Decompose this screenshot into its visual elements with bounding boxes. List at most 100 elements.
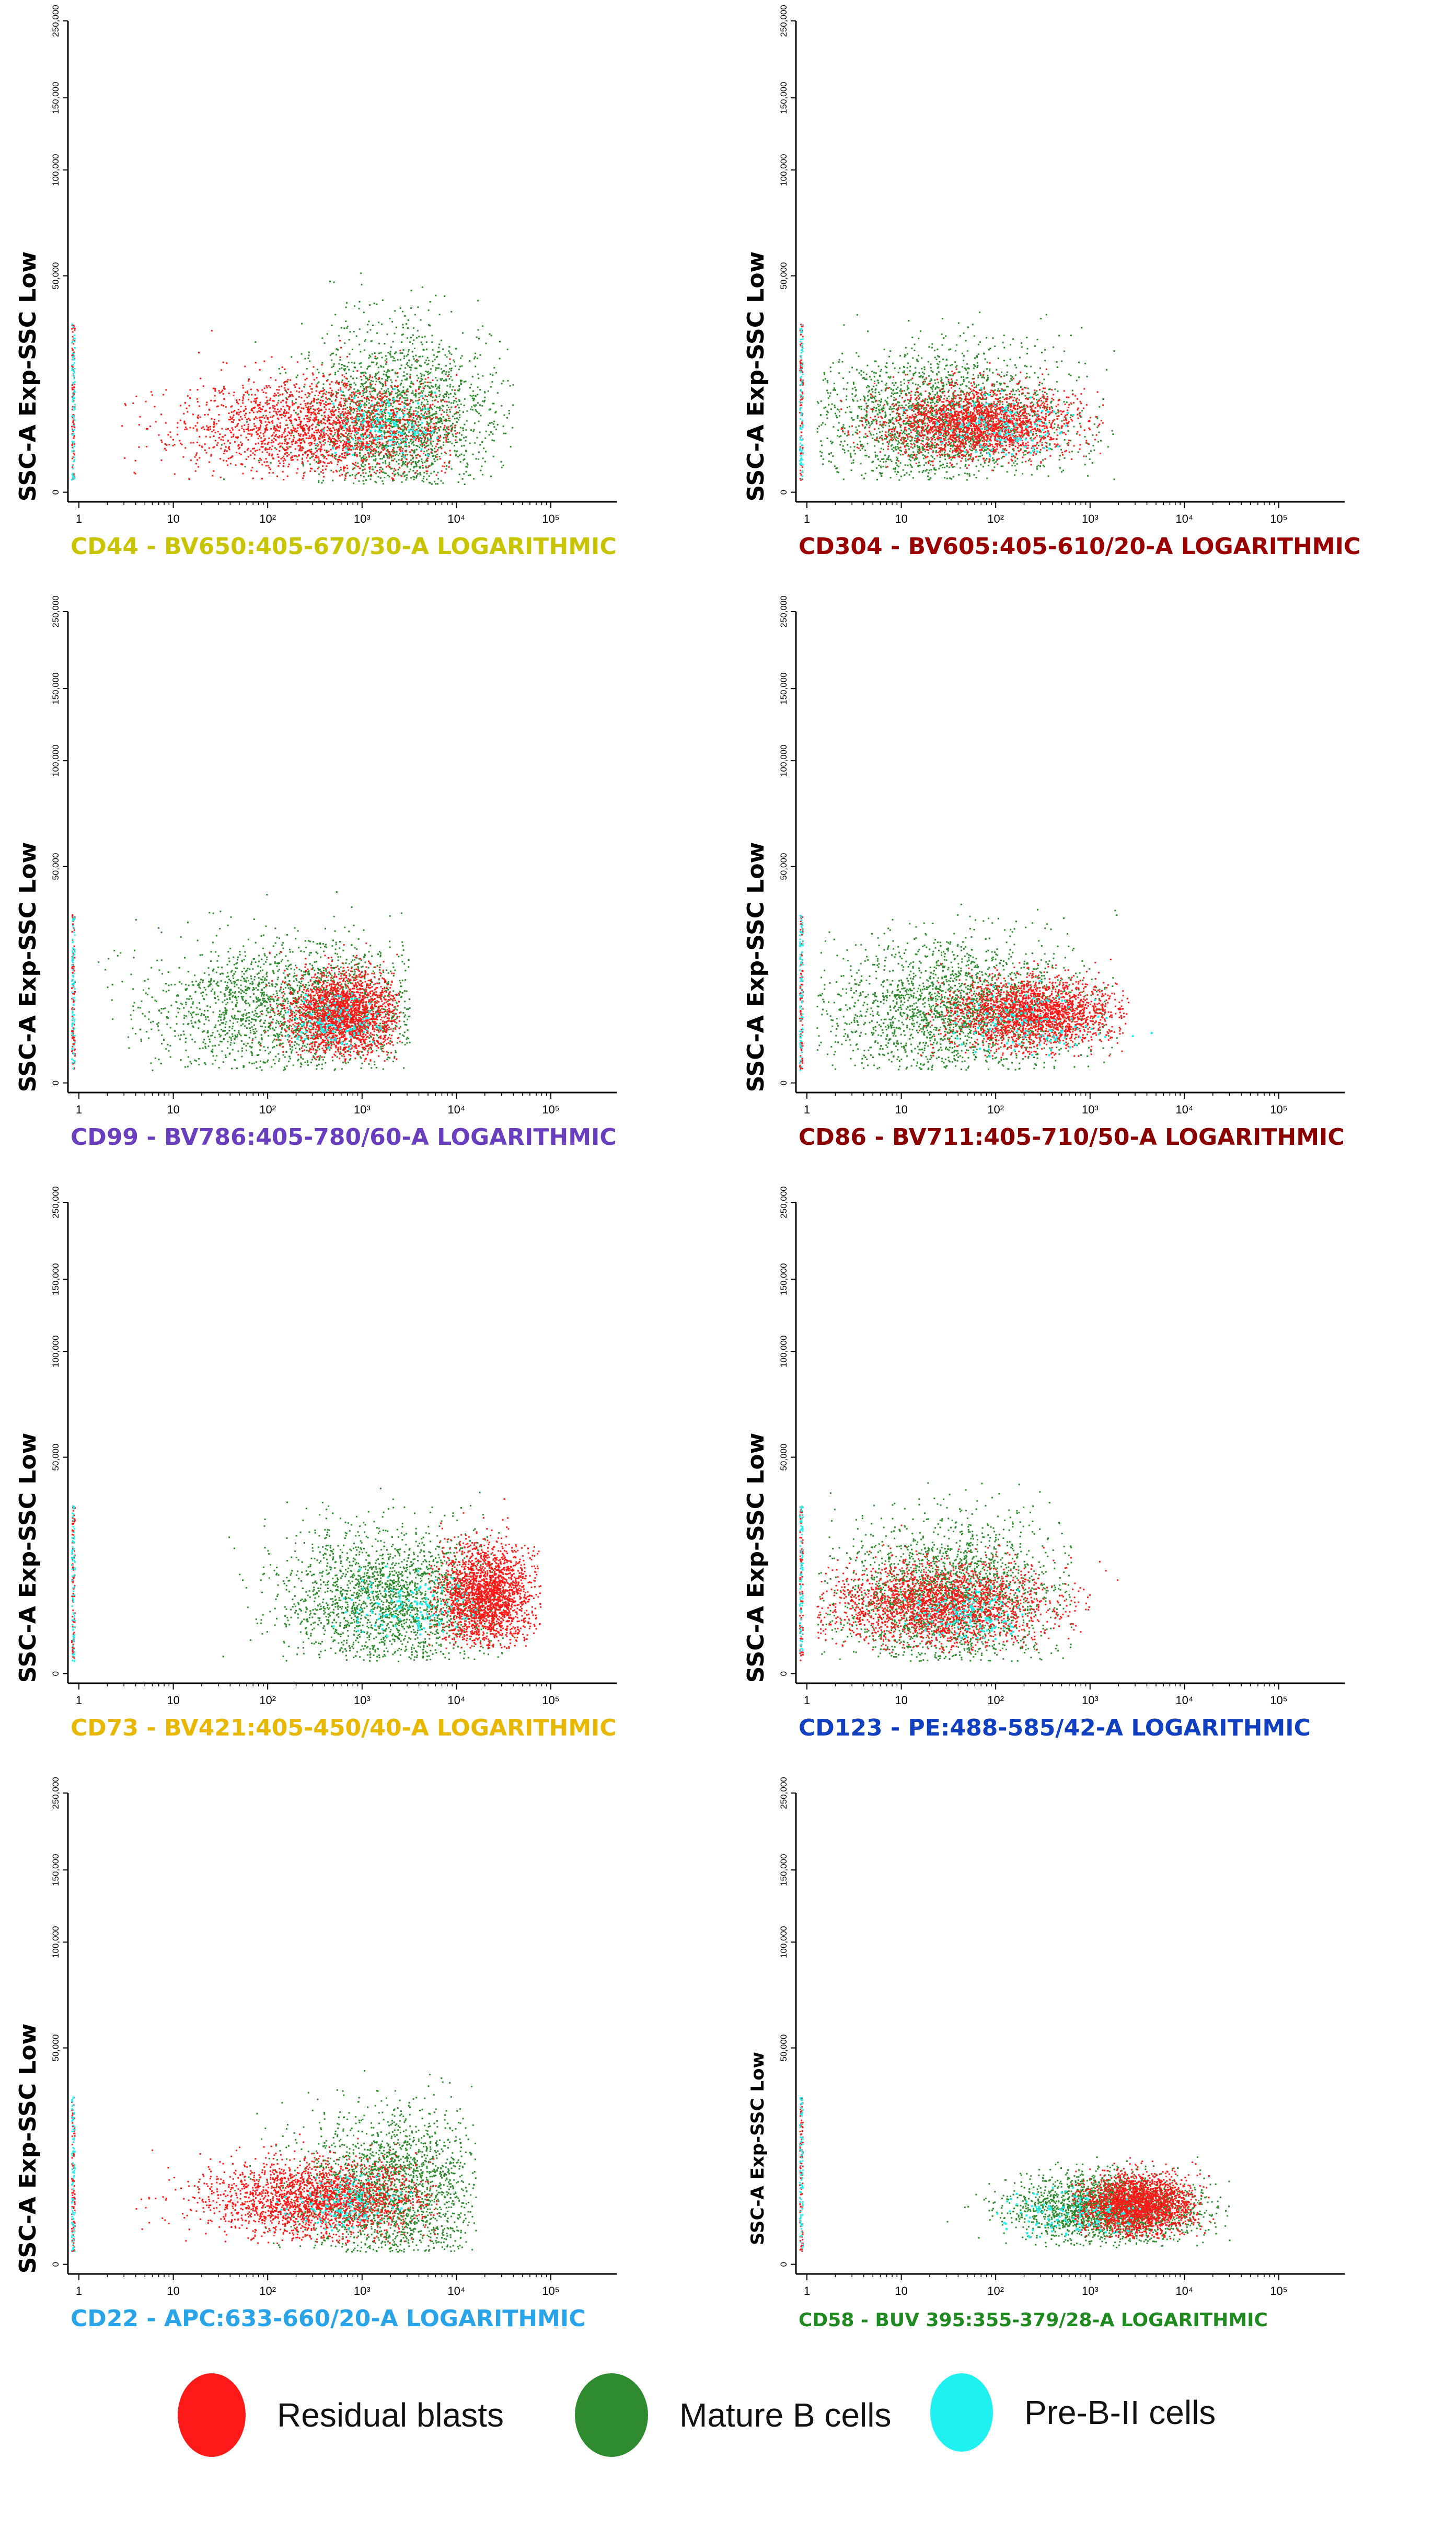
- data-point: [1009, 380, 1011, 382]
- data-point: [335, 409, 337, 411]
- data-point: [382, 442, 384, 444]
- data-point: [354, 434, 356, 436]
- data-point: [358, 400, 360, 402]
- data-point: [390, 346, 392, 348]
- data-point: [424, 454, 426, 456]
- data-point: [437, 472, 439, 474]
- data-point: [965, 460, 967, 462]
- data-point: [262, 440, 264, 442]
- data-point: [322, 455, 325, 457]
- data-point: [368, 402, 370, 404]
- data-point: [396, 436, 397, 438]
- data-point: [332, 442, 334, 444]
- data-point: [225, 428, 227, 430]
- data-point: [973, 367, 975, 370]
- data-point: [318, 458, 320, 460]
- data-point: [445, 378, 447, 381]
- data-point: [400, 438, 402, 441]
- data-point: [284, 409, 286, 411]
- data-point: [321, 436, 323, 439]
- data-point: [393, 444, 395, 446]
- data-point: [374, 480, 376, 482]
- data-point: [247, 433, 249, 435]
- data-point: [836, 417, 838, 419]
- data-point: [297, 440, 299, 441]
- data-point: [418, 440, 420, 442]
- data-point: [247, 456, 249, 458]
- data-point: [281, 385, 283, 387]
- data-point: [390, 468, 392, 470]
- data-point: [391, 320, 394, 323]
- data-point: [431, 335, 433, 337]
- data-point: [362, 447, 364, 449]
- data-point: [954, 350, 956, 352]
- data-point: [448, 460, 450, 462]
- data-point: [373, 387, 375, 389]
- data-point: [491, 439, 493, 441]
- data-point: [403, 475, 406, 477]
- data-point: [406, 419, 408, 421]
- data-point: [213, 470, 215, 472]
- data-point: [340, 467, 342, 469]
- data-point: [357, 417, 360, 419]
- data-point: [349, 394, 351, 396]
- data-point: [384, 436, 386, 438]
- data-point: [340, 459, 342, 462]
- data-point: [430, 442, 432, 444]
- data-point: [321, 431, 323, 433]
- data-point: [389, 353, 391, 355]
- data-point: [309, 449, 311, 451]
- data-point: [428, 394, 430, 396]
- data-point: [321, 422, 323, 424]
- data-point: [394, 360, 396, 362]
- data-point: [313, 434, 315, 436]
- data-point: [320, 390, 322, 392]
- data-point: [359, 452, 361, 454]
- data-point: [253, 428, 255, 430]
- data-point: [338, 430, 340, 432]
- data-point: [391, 409, 393, 411]
- data-point: [437, 401, 439, 403]
- data-point: [477, 373, 479, 375]
- data-point: [410, 413, 412, 415]
- data-point: [897, 443, 899, 445]
- data-point: [491, 381, 493, 383]
- data-point: [282, 447, 284, 450]
- data-point: [296, 472, 298, 474]
- data-point: [293, 403, 295, 405]
- data-point: [368, 424, 371, 427]
- data-point: [443, 380, 445, 382]
- data-point: [359, 343, 361, 346]
- data-point: [135, 396, 137, 397]
- data-point: [344, 424, 346, 426]
- data-point: [315, 443, 318, 445]
- data-point: [438, 390, 440, 392]
- data-point: [318, 381, 320, 383]
- data-point: [291, 432, 293, 434]
- data-point: [455, 454, 457, 456]
- data-point: [152, 394, 153, 396]
- data-point: [367, 425, 369, 427]
- data-point: [353, 417, 355, 419]
- data-point: [483, 447, 485, 450]
- data-point: [359, 445, 361, 447]
- data-point: [395, 443, 397, 445]
- data-point: [414, 360, 417, 362]
- data-point: [394, 474, 396, 476]
- data-point: [477, 394, 479, 396]
- data-point: [875, 388, 877, 390]
- data-point: [447, 433, 449, 435]
- data-point: [259, 401, 261, 404]
- data-point: [1062, 469, 1065, 472]
- data-point: [266, 387, 268, 388]
- data-point: [397, 446, 399, 449]
- data-point: [145, 400, 147, 403]
- data-point: [400, 359, 401, 361]
- data-point: [1046, 446, 1048, 448]
- data-point: [184, 429, 186, 431]
- data-point: [367, 449, 370, 452]
- data-point: [336, 417, 338, 419]
- data-point: [493, 440, 495, 442]
- data-point: [443, 437, 445, 439]
- data-point: [169, 431, 171, 433]
